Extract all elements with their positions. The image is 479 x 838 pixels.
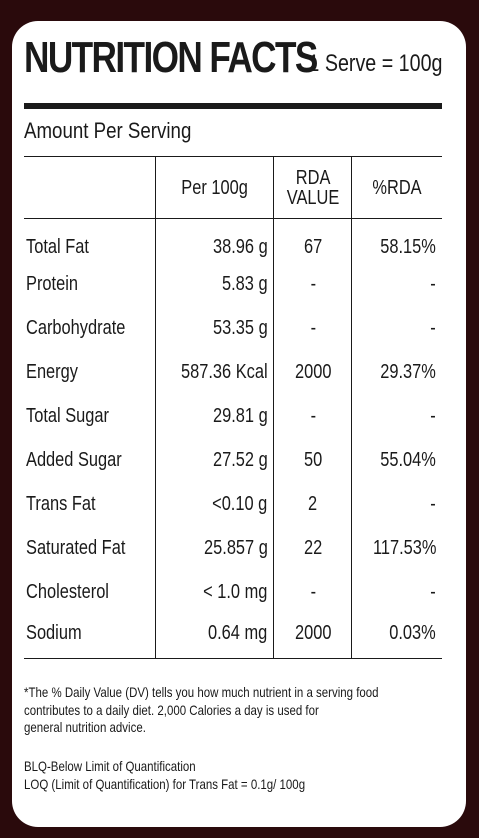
nutrition-table: Per 100g RDA VALUE %RDA Total Fat 38.96 … [24,156,442,659]
nutrient-rda: - [273,570,352,615]
nutrient-value: <0.10 g [154,482,274,527]
nutrient-name: Cholesterol [26,581,109,603]
header-rda-value: RDA VALUE [273,156,352,219]
nutrient-percent: 0.03% [351,614,442,659]
table-row: Energy 587.36 Kcal 2000 29.37% [24,350,442,395]
loq-note: LOQ (Limit of Quantification) for Trans … [24,775,306,792]
table-row: Sodium 0.64 mg 2000 0.03% [24,614,442,659]
header-nutrient [24,156,156,219]
nutrient-name: Carbohydrate [26,317,126,339]
nutrient-rda: - [273,306,352,351]
table-row: Trans Fat <0.10 g 2 - [24,482,442,527]
header-per-100g: Per 100g [154,156,274,219]
nutrient-name: Protein [26,273,78,295]
nutrient-value: 29.81 g [154,394,274,439]
table-row: Protein 5.83 g - - [24,262,442,307]
blq-note: BLQ-Below Limit of Quantification [24,758,196,774]
table-row: Saturated Fat 25.857 g 22 117.53% [24,526,442,571]
table-row: Carbohydrate 53.35 g - - [24,306,442,351]
nutrient-name: Sodium [24,614,156,659]
nutrient-percent: 55.04% [351,438,442,483]
table-row: Added Sugar 27.52 g 50 55.04% [24,438,442,483]
nutrient-value: 38.96 g [154,218,274,263]
nutrient-value: 5.83 g [154,262,274,307]
nutrient-rda: 67 [273,218,352,263]
amount-per-serving: Amount Per Serving [24,118,192,143]
table-header-row: Per 100g RDA VALUE %RDA [24,156,442,219]
daily-value-footnote: *The % Daily Value (DV) tells you how mu… [24,684,379,735]
nutrient-name: Added Sugar [26,449,122,471]
nutrient-name: Trans Fat [26,493,96,515]
nutrient-percent: - [351,570,442,615]
nutrient-percent: 29.37% [351,350,442,395]
nutrient-value: 25.857 g [154,526,274,571]
nutrient-percent: 117.53% [351,526,442,571]
nutrient-percent: - [351,394,442,439]
nutrient-rda: 2000 [273,614,352,659]
table-row: Cholesterol < 1.0 mg - - [24,570,442,615]
nutrient-percent: - [351,262,442,307]
nutrient-name: Total Fat [26,236,89,259]
nutrient-name: Saturated Fat [26,537,126,559]
table-row: Total Sugar 29.81 g - - [24,394,442,439]
serving-size: 1 Serve = 100g [307,50,442,77]
title-divider [24,103,442,109]
quantification-legend: BLQ-Below Limit of Quantification LOQ (L… [24,758,442,793]
nutrient-value: 0.64 mg [154,614,274,659]
nutrient-rda: - [273,394,352,439]
nutrient-percent: - [351,482,442,527]
table-row: Total Fat 38.96 g 67 58.15% [24,218,442,263]
nutrient-value: 53.35 g [154,306,274,351]
nutrient-value: < 1.0 mg [154,570,274,615]
nutrient-rda: 50 [273,438,352,483]
label-header: NUTRITION FACTS 1 Serve = 100g [24,30,444,102]
nutrient-rda: 2000 [273,350,352,395]
nutrient-percent: 58.15% [351,218,442,263]
nutrient-percent: - [351,306,442,351]
nutrient-name: Total Sugar [26,405,109,427]
nutrient-name: Energy [26,361,78,383]
nutrient-rda: 22 [273,526,352,571]
nutrient-value: 27.52 g [154,438,274,483]
nutrient-rda: - [273,262,352,307]
nutrient-value: 587.36 Kcal [154,350,274,395]
header-percent-rda: %RDA [351,156,442,219]
label-title: NUTRITION FACTS [24,33,318,82]
nutrient-rda: 2 [273,482,352,527]
